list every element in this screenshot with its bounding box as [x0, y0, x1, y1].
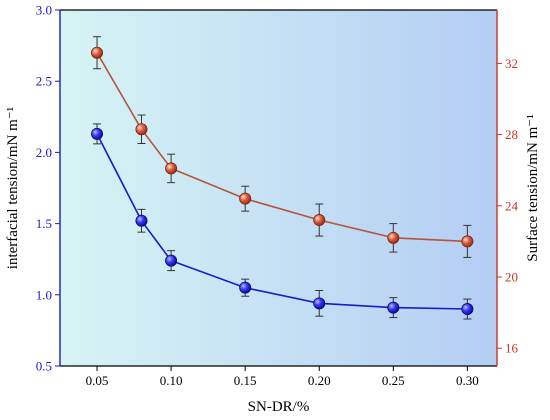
x-axis-title: SN-DR/% [248, 399, 310, 415]
x-tick-label: 0.20 [308, 373, 331, 388]
left-y-tick-label: 3.0 [36, 3, 52, 18]
data-point [135, 214, 148, 227]
data-point [313, 297, 326, 310]
data-point [387, 301, 400, 314]
right-y-tick-label: 24 [505, 198, 519, 213]
left-y-tick-label: 0.5 [36, 359, 52, 374]
data-point [165, 162, 178, 175]
data-point [165, 254, 178, 267]
right-y-tick-label: 32 [505, 56, 518, 71]
data-point [313, 214, 326, 227]
right-y-tick-label: 16 [505, 341, 519, 356]
data-point [461, 303, 474, 316]
x-tick-label: 0.10 [160, 373, 183, 388]
data-point [239, 281, 252, 294]
left-y-tick-label: 2.0 [36, 145, 52, 160]
x-tick-label: 0.25 [382, 373, 405, 388]
left-y-tick-label: 1.5 [36, 216, 52, 231]
right-y-axis-title: Surface tension/mN m⁻¹ [525, 114, 541, 261]
axes-layer: 0.05 0.10 0.15 0.20 0.25 0.30 0.5 1.0 1.5 2.0 2.5 3… [36, 3, 519, 389]
data-point [461, 235, 474, 248]
left-y-tick-label: 1.0 [36, 287, 52, 302]
data-point [387, 231, 400, 244]
x-tick-label: 0.15 [234, 373, 257, 388]
x-tick-label: 0.30 [456, 373, 479, 388]
data-point [91, 46, 104, 59]
series-layer [91, 36, 474, 320]
data-point [91, 127, 104, 140]
data-point [239, 192, 252, 205]
left-y-axis-title: interfacial tension/mN m⁻¹ [5, 107, 21, 269]
x-tick-label: 0.05 [86, 373, 109, 388]
plot-area-background [60, 10, 497, 366]
right-y-tick-label: 28 [505, 127, 518, 142]
data-point [135, 123, 148, 136]
right-y-tick-label: 20 [505, 270, 518, 285]
left-y-tick-label: 2.5 [36, 74, 52, 89]
